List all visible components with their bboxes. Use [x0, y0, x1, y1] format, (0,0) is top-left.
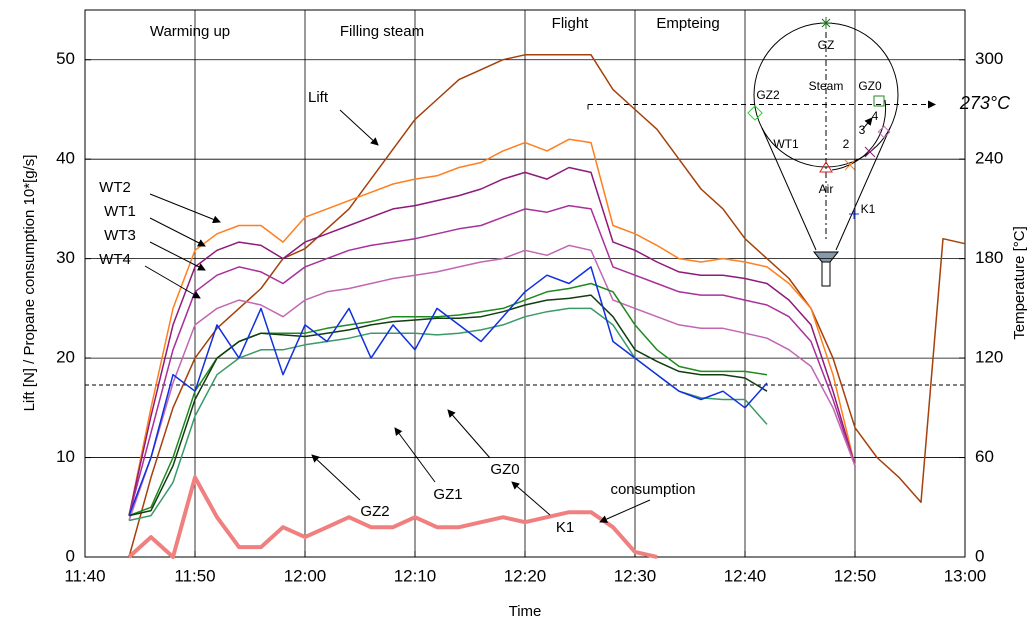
series-label: WT4 — [99, 251, 131, 268]
pointer-arrow — [599, 499, 651, 523]
series-label: WT3 — [104, 227, 136, 244]
series-label: WT1 — [104, 203, 136, 220]
inner-arc — [831, 99, 887, 171]
cone-line — [835, 127, 891, 251]
diagram-label: 3 — [859, 123, 866, 137]
series-label: WT2 — [99, 179, 131, 196]
x-tick-label: 12:50 — [834, 566, 877, 585]
x-tick-label: 12:10 — [394, 566, 437, 585]
cone-line — [761, 127, 817, 251]
series-line — [128, 204, 856, 516]
x-tick-label: 12:00 — [284, 566, 327, 585]
y-tick-label: 0 — [66, 546, 75, 565]
y-tick-label: 50 — [56, 49, 75, 68]
phase-label: Filling steam — [340, 23, 424, 40]
wt2-marker — [844, 159, 856, 171]
k1-marker — [849, 209, 859, 219]
diagram-label: GZ0 — [858, 79, 882, 93]
wt3-marker — [864, 146, 876, 158]
temperature-label: 273°C — [959, 93, 1011, 113]
pointer-arrow — [149, 217, 206, 247]
balloon-diagram — [747, 17, 899, 287]
y2-tick-label: 120 — [975, 348, 1003, 367]
flow-arrow — [861, 117, 873, 131]
diagram-label: Steam — [809, 79, 844, 93]
diagram-label: WT1 — [773, 137, 799, 151]
gz0-marker — [873, 95, 885, 107]
series-label: consumption — [610, 481, 695, 498]
y-tick-label: 10 — [56, 447, 75, 466]
diagram-label: K1 — [861, 202, 876, 216]
y2-tick-label: 60 — [975, 447, 994, 466]
x-tick-label: 11:40 — [64, 566, 105, 585]
series-line — [128, 266, 768, 516]
burner — [812, 251, 840, 263]
y-tick-label: 20 — [56, 348, 75, 367]
series-label: GZ0 — [490, 461, 519, 478]
pointer-arrow — [311, 454, 361, 501]
series-line — [128, 294, 768, 517]
wt4-marker — [877, 125, 891, 139]
diagram-label: GZ — [818, 38, 835, 52]
y2-tick-label: 300 — [975, 49, 1003, 68]
phase-label: Empteing — [656, 15, 719, 32]
x-axis-title: Time — [509, 603, 542, 620]
diagram-label: Air — [819, 182, 834, 196]
y2-tick-label: 0 — [975, 546, 984, 565]
gz2-marker — [747, 105, 763, 121]
pointer-arrow — [511, 481, 551, 516]
series-line — [128, 138, 856, 516]
x-tick-label: 13:00 — [944, 566, 987, 585]
y-tick-label: 30 — [56, 248, 75, 267]
pointer-arrow — [144, 265, 201, 299]
phase-label: Flight — [552, 15, 590, 32]
diagram-label: 4 — [872, 109, 879, 123]
y-tick-label: 40 — [56, 149, 75, 168]
y2-tick-label: 180 — [975, 248, 1003, 267]
y-axis-title: Lift [N] / Propane consumption 10*[g/s] — [21, 155, 38, 412]
wt1-marker — [819, 161, 833, 173]
pointer-arrow — [149, 241, 206, 271]
diagram-label: 2 — [843, 137, 850, 151]
x-tick-label: 12:30 — [614, 566, 657, 585]
y2-tick-label: 240 — [975, 149, 1003, 168]
y2-axis-title: Temperature [°C] — [1011, 226, 1028, 340]
x-tick-label: 12:20 — [504, 566, 547, 585]
series-label: K1 — [556, 519, 574, 536]
series-line — [127, 475, 658, 559]
series-line — [128, 166, 856, 516]
series-line — [128, 54, 966, 558]
x-tick-label: 11:50 — [174, 566, 215, 585]
pointer-arrow — [447, 409, 491, 459]
series-label: Lift — [308, 89, 329, 106]
phase-label: Warming up — [150, 23, 230, 40]
pointer-arrow — [149, 193, 221, 224]
pointer-arrow — [339, 109, 379, 146]
series-label: GZ2 — [360, 503, 389, 520]
basket — [821, 261, 831, 287]
series-line — [128, 244, 856, 521]
x-tick-label: 12:40 — [724, 566, 767, 585]
diagram-label: GZ2 — [756, 88, 780, 102]
pointer-arrow — [394, 427, 436, 483]
gz-marker — [820, 17, 832, 29]
series-label: GZ1 — [433, 486, 462, 503]
